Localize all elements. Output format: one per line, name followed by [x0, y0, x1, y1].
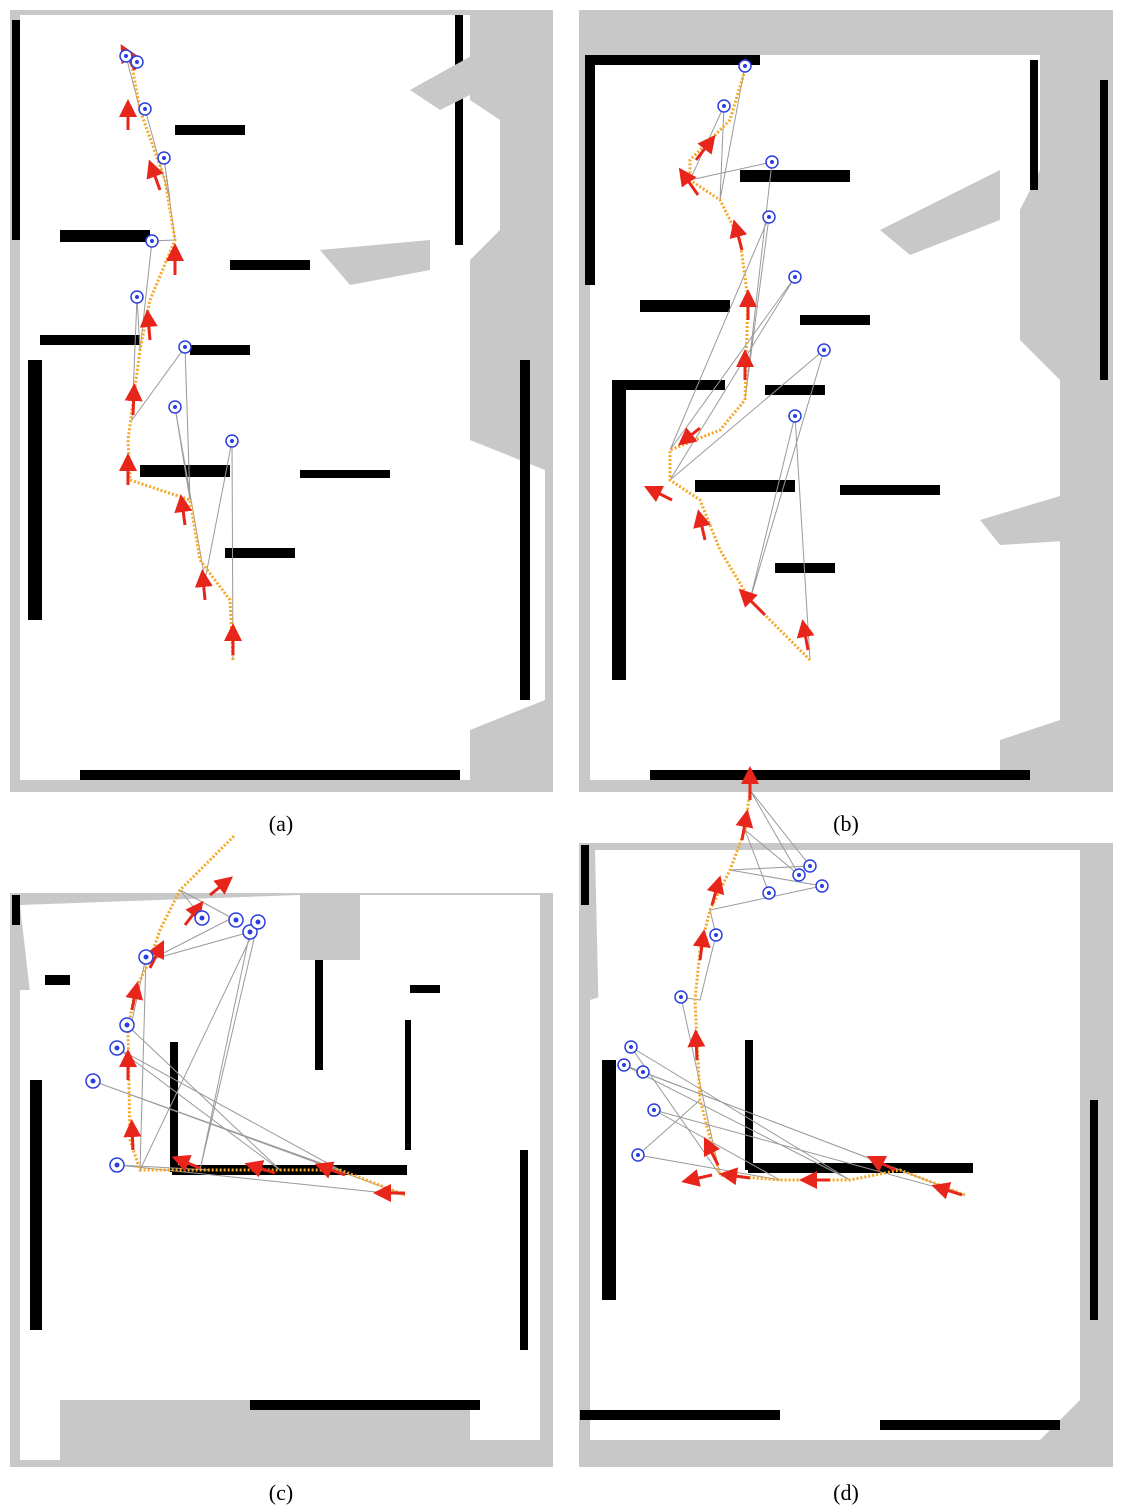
panel-label: (c) — [269, 1480, 293, 1505]
map-c — [10, 833, 553, 1467]
map-b — [579, 10, 1113, 792]
map-a — [10, 10, 553, 792]
panel-label: (b) — [833, 811, 859, 836]
panel-label: (d) — [833, 1480, 859, 1505]
panel-label: (a) — [269, 811, 293, 836]
map-d — [579, 766, 1113, 1467]
